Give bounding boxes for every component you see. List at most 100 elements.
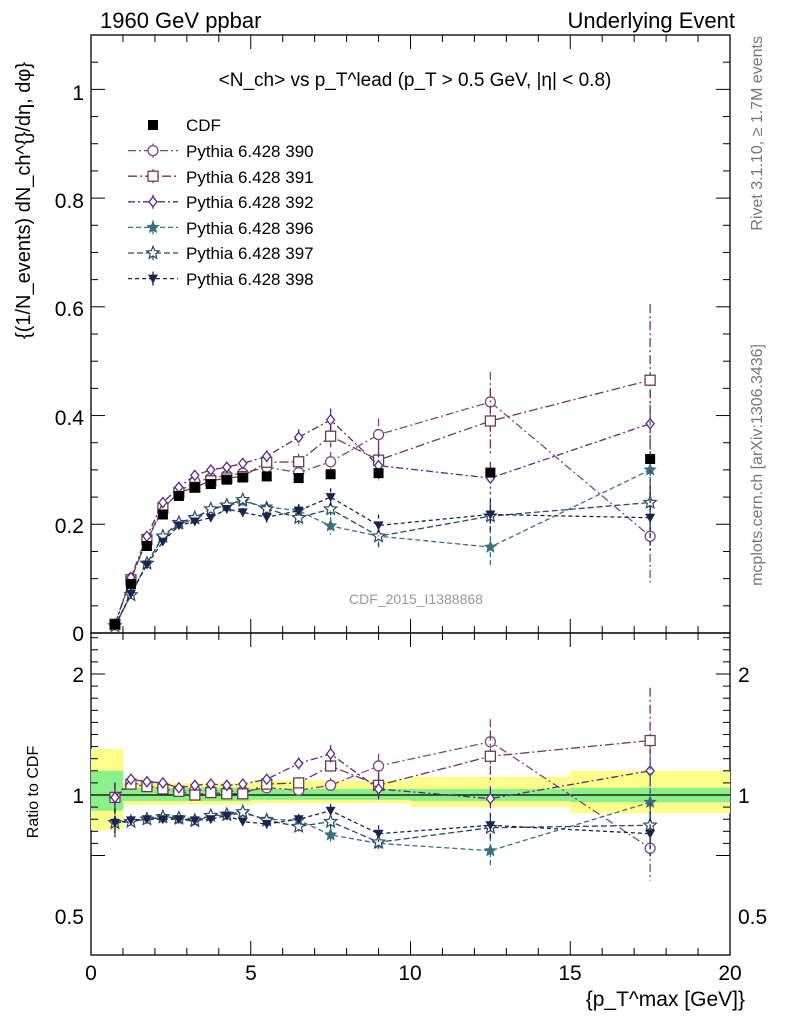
x-tick-label: 15 — [558, 962, 581, 985]
ratio-point — [173, 815, 184, 825]
ratio-point — [323, 827, 338, 841]
series-line — [114, 469, 651, 627]
legend-marker — [147, 170, 159, 182]
data-point — [485, 510, 496, 520]
ratio-point — [324, 779, 337, 791]
ratio-point — [174, 781, 184, 794]
ratio-series-5 — [109, 803, 656, 858]
legend-label: Pythia 6.428 391 — [186, 168, 314, 187]
cdf-point — [645, 454, 656, 465]
data-point — [237, 457, 248, 470]
ratio-series-2 — [110, 745, 655, 813]
data-point — [221, 461, 232, 474]
cdf-point — [141, 541, 152, 552]
data-point — [158, 496, 168, 509]
ratio-point — [373, 782, 384, 795]
series-1 — [109, 304, 656, 630]
data-point — [205, 463, 216, 476]
data-point — [372, 428, 385, 441]
data-point — [293, 456, 305, 468]
cdf-point — [109, 619, 120, 630]
ratio-tick-label: 0.5 — [55, 906, 84, 929]
data-point — [173, 521, 184, 531]
ratio-point — [645, 829, 656, 839]
legend-marker — [148, 274, 158, 284]
data-point — [141, 560, 152, 570]
ratio-plot-series — [107, 687, 658, 881]
ratio-point — [293, 815, 304, 825]
cdf-point — [237, 472, 248, 483]
ratio-point — [293, 777, 305, 789]
ratio-point — [261, 820, 272, 830]
legend-label: CDF — [186, 116, 221, 135]
data-point — [291, 509, 307, 525]
ratio-tick-label: 1 — [72, 785, 84, 808]
cdf-point — [173, 491, 184, 502]
y-axis-label: {(1/N_events) dN_ch^{}/dη, dφ} — [13, 62, 35, 339]
ratio-point — [372, 760, 385, 772]
axis-ticks — [90, 34, 731, 955]
data-point — [645, 513, 656, 523]
ratio-tick-label-right: 1 — [738, 785, 750, 808]
cdf-point — [221, 474, 232, 485]
data-point — [373, 521, 384, 531]
ratio-point — [484, 750, 497, 762]
data-point — [205, 513, 216, 523]
analysis-watermark: CDF_2015_I1388868 — [349, 591, 483, 607]
main-plot-series — [107, 304, 658, 633]
legend-marker — [148, 195, 158, 208]
cdf-point — [261, 471, 272, 482]
ratio-tick-label: 2 — [72, 664, 84, 687]
cdf-uncertainty-bands — [91, 749, 730, 831]
x-tick-label: 0 — [85, 962, 97, 985]
ratio-point — [485, 792, 496, 805]
ratio-point — [237, 788, 249, 800]
ratio-point — [125, 816, 136, 826]
data-point — [235, 491, 251, 507]
data-point — [322, 501, 339, 516]
data-point — [261, 450, 272, 463]
ratio-point — [141, 815, 152, 825]
series-line — [114, 379, 651, 625]
data-point — [125, 589, 136, 599]
ratio-tick-label-right: 0.5 — [738, 906, 767, 929]
ratio-point — [110, 791, 120, 804]
rivet-version-label: Rivet 3.1.10, ≥ 1.7M events — [749, 36, 766, 231]
ratio-point — [189, 816, 200, 826]
ratio-point — [325, 747, 336, 760]
data-point — [293, 431, 304, 444]
data-point — [189, 517, 200, 527]
data-point — [484, 415, 497, 427]
ratio-point — [237, 778, 248, 791]
ratio-point — [644, 734, 656, 747]
ratio-point — [190, 779, 200, 792]
ratio-tick-label-right: 2 — [738, 664, 750, 687]
energy-label: 1960 GeV ppbar — [100, 8, 261, 33]
legend-label: Pythia 6.428 396 — [186, 219, 314, 238]
ratio-point — [126, 773, 136, 786]
ratio-point — [221, 779, 232, 792]
data-point — [261, 513, 272, 523]
ratio-point — [109, 818, 120, 828]
x-tick-label: 20 — [718, 962, 741, 985]
y-tick-label: 0.8 — [55, 190, 84, 213]
data-point — [293, 506, 304, 516]
ratio-point — [291, 818, 307, 833]
ratio-point — [235, 803, 251, 819]
data-point — [221, 505, 232, 515]
ratio-y-axis-label: Ratio to CDF — [25, 746, 42, 839]
series-5 — [109, 485, 656, 631]
data-point — [644, 374, 656, 386]
y-tick-label: 0.4 — [55, 407, 85, 430]
mcplots-source-label: mcplots.cern.ch [arXiv:1306.3436] — [749, 344, 766, 586]
data-point — [483, 540, 498, 553]
plot-title: <N_ch> vs p_T^lead (p_T > 0.5 GeV, |η| <… — [219, 70, 612, 91]
data-point — [203, 501, 219, 516]
cdf-band-inner — [91, 770, 107, 811]
x-axis-label: {p_T^max [GeV]} — [586, 988, 745, 1011]
analysis-type-label: Underlying Event — [567, 8, 735, 33]
legend-label: Pythia 6.428 390 — [186, 142, 314, 161]
ratio-point — [157, 815, 168, 825]
ratio-point — [261, 773, 272, 786]
cdf-data — [109, 454, 656, 630]
